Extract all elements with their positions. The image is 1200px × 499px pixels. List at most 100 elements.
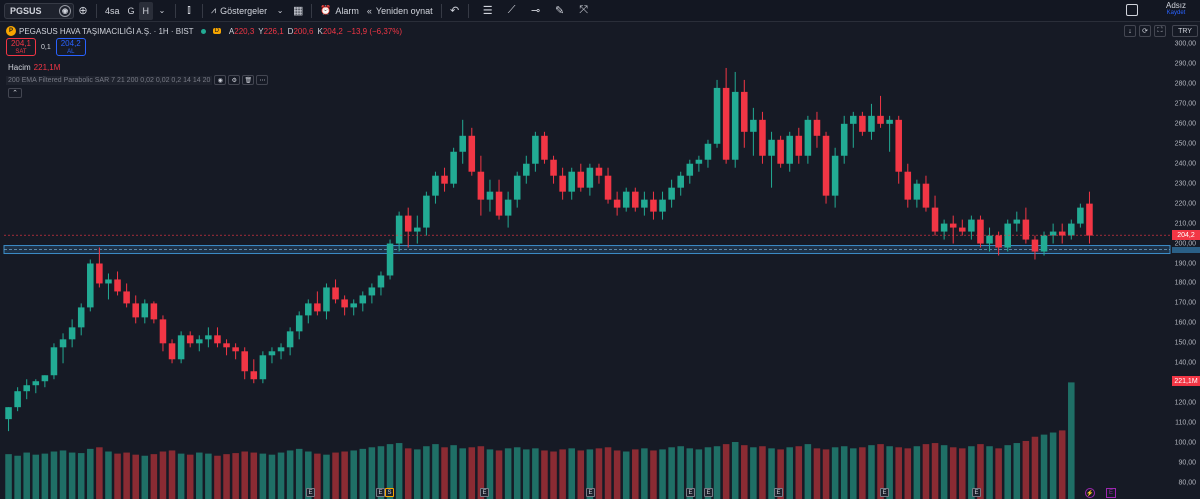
chevron-down-icon[interactable]: ⌄ (158, 6, 166, 15)
earnings-marker[interactable]: E (480, 488, 489, 497)
candle-body (404, 215, 412, 232)
candle-body (196, 339, 203, 344)
candle-body (632, 191, 639, 208)
volume-bar (68, 452, 76, 499)
brush-icon[interactable]: ✎ (555, 5, 565, 17)
volume-bar (32, 454, 40, 499)
trade-buttons: 204,1 SAT 0,1 204,2 AL (6, 38, 86, 56)
earnings-marker[interactable]: E (880, 488, 889, 497)
sell-label: SAT (15, 49, 27, 55)
layout-icon[interactable] (1126, 4, 1138, 16)
settings-icon[interactable]: ⚙ (228, 75, 241, 85)
delete-icon[interactable]: 🗑 (242, 75, 255, 85)
chart-controls: ↓ ⟳ ⛶ TRY (1121, 25, 1198, 37)
volume-bar (659, 449, 666, 499)
volume-bar (341, 451, 348, 499)
horizontal-line-icon[interactable]: ⊸ (531, 5, 541, 17)
sell-button[interactable]: 204,1 SAT (6, 38, 36, 56)
sell-price: 204,1 (10, 39, 32, 48)
candles-icon[interactable]: ⫾ (187, 4, 191, 16)
save-button[interactable]: Adsız Kaydet (1166, 1, 1186, 16)
candle-body (850, 115, 857, 124)
refresh-icon[interactable]: ⟳ (1139, 25, 1151, 37)
undo-icon[interactable]: ↶ (450, 5, 460, 17)
volume-bar (368, 447, 376, 499)
candle-body (650, 199, 657, 212)
candle-body (32, 381, 40, 386)
axis-tick-label: 300,00 (1174, 40, 1196, 48)
templates-icon[interactable]: ▦ (292, 5, 304, 17)
earnings-marker[interactable]: E (704, 488, 713, 497)
candle-body (168, 343, 176, 360)
earnings-marker[interactable]: E (774, 488, 783, 497)
upcoming-earnings-marker[interactable]: E (1106, 488, 1116, 498)
interval-h[interactable]: H (138, 1, 154, 20)
earnings-marker[interactable]: E (586, 488, 595, 497)
volume-bar (523, 449, 530, 499)
volume-value: 221,1M (33, 63, 61, 72)
compare-icon[interactable]: ◉ (59, 4, 71, 17)
candle-body (895, 119, 902, 172)
candle-body (759, 119, 766, 156)
candle-body (41, 375, 49, 382)
arrow-down-icon[interactable]: ↓ (1124, 25, 1136, 37)
indicators-button[interactable]: ⩘ Göstergeler (207, 2, 271, 20)
top-toolbar: PGSUS ◉ ⊕ 4sa G H ⌄ ⫾ ⩘ Göstergeler ⌄ ▦ … (0, 0, 1200, 22)
currency-selector[interactable]: TRY (1172, 25, 1198, 37)
buy-label: AL (67, 49, 75, 55)
candle-body (68, 327, 76, 340)
chevron-down-icon[interactable]: ⌄ (276, 6, 284, 15)
candle-body (731, 91, 739, 160)
volume-bar (550, 451, 557, 499)
eye-icon[interactable]: ◉ (214, 75, 227, 85)
earnings-marker[interactable]: E (686, 488, 695, 497)
axis-tick-label: 270,00 (1174, 100, 1196, 108)
buy-button[interactable]: 204,2 AL (55, 38, 86, 56)
volume-bar (868, 445, 875, 499)
candle-body (686, 163, 694, 176)
volume-bar (831, 447, 839, 499)
price-axis[interactable]: 300,00 290,00 280,00 270,00 260,00 250,00 240,… (1170, 38, 1200, 499)
volume-bar (1058, 430, 1066, 499)
replay-button[interactable]: « Yeniden oynat (363, 2, 437, 20)
candle-body (641, 199, 648, 208)
earnings-marker[interactable]: E (972, 488, 981, 497)
volume-bar (677, 446, 684, 499)
volume-bar (959, 448, 966, 499)
earnings-marker[interactable]: E (376, 488, 385, 497)
candle-body (314, 303, 321, 312)
indicator-label[interactable]: 200 EMA Filtered Parabolic SAR 7 21 200 … (6, 75, 213, 85)
candle-body (277, 347, 285, 352)
add-symbol-icon[interactable]: ⊕ (78, 5, 88, 17)
volume-bar (577, 450, 585, 499)
collapse-legend-icon[interactable]: ⌃ (8, 88, 22, 98)
candle-body (713, 87, 721, 144)
candle-body (377, 275, 385, 288)
drawing-lines-icon[interactable]: ☰ (482, 5, 493, 17)
volume-bar (731, 442, 739, 499)
axis-tick-label: 160,00 (1174, 319, 1196, 327)
measure-icon[interactable]: ⤧ (579, 4, 589, 16)
symbol-search[interactable]: PGSUS ◉ (4, 2, 74, 19)
replay-icon: « (366, 5, 372, 16)
more-icon[interactable]: ⋯ (256, 75, 269, 85)
interval-4h[interactable]: 4sa (105, 5, 120, 16)
split-marker[interactable]: S (385, 488, 394, 497)
trend-line-icon[interactable]: ⟋ (507, 4, 516, 16)
volume-legend[interactable]: Hacim 221,1M (8, 63, 60, 72)
volume-bar (77, 453, 85, 499)
high-value: 226,1 (263, 26, 284, 36)
volume-bar (286, 450, 294, 499)
volume-bar (159, 451, 167, 499)
fullscreen-icon[interactable]: ⛶ (1154, 25, 1166, 37)
candle-body (286, 331, 294, 348)
alarm-button[interactable]: ⏰ Alarm (316, 2, 363, 20)
volume-bar (804, 444, 812, 499)
earnings-marker[interactable]: E (306, 488, 315, 497)
save-status: Kaydet (1166, 10, 1186, 16)
interval-d[interactable]: G (127, 5, 135, 16)
flash-icon[interactable]: ⚡ (1085, 488, 1095, 498)
symbol-title[interactable]: PEGASUS HAVA TAŞIMACILIĞI A.Ş. · 1H · BI… (19, 26, 194, 36)
volume-bar (432, 444, 439, 499)
